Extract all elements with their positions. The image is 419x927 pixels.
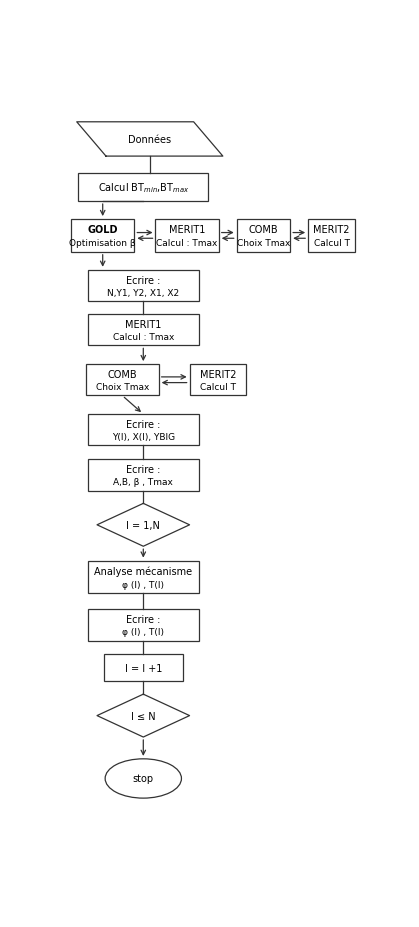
Text: Calcul BT$_{min}$,BT$_{max}$: Calcul BT$_{min}$,BT$_{max}$ [98,181,189,195]
Bar [85,364,159,396]
Text: MERIT2: MERIT2 [313,225,350,235]
Bar [308,220,355,252]
Bar [88,460,199,491]
Polygon shape [77,122,223,157]
Text: Calcul : Tmax: Calcul : Tmax [156,239,218,248]
Bar [88,561,199,594]
Text: I ≤ N: I ≤ N [131,711,155,721]
Bar [88,314,199,346]
Text: φ (I) , T(I): φ (I) , T(I) [122,628,164,637]
Text: Y(I), X(I), YBIG: Y(I), X(I), YBIG [112,433,175,441]
Bar [88,414,199,446]
Ellipse shape [105,759,181,798]
Bar [189,364,246,396]
Text: MERIT1: MERIT1 [125,320,161,330]
Bar [237,220,290,252]
Polygon shape [97,694,189,737]
Text: GOLD: GOLD [88,225,118,235]
Text: φ (I) , T(I): φ (I) , T(I) [122,580,164,589]
Text: COMB: COMB [248,225,278,235]
Text: Optimisation β: Optimisation β [70,239,136,248]
Text: COMB: COMB [107,370,137,380]
Text: Ecrire :: Ecrire : [126,275,160,286]
Text: MERIT2: MERIT2 [200,370,236,380]
Text: Calcul T: Calcul T [314,239,349,248]
Bar [71,220,134,252]
Text: I = 1,N: I = 1,N [127,520,160,530]
Text: Calcul T: Calcul T [200,383,236,392]
Text: Ecrire :: Ecrire : [126,615,160,625]
Text: A,B, β , Tmax: A,B, β , Tmax [114,477,173,487]
Text: Analyse mécanisme: Analyse mécanisme [94,566,192,577]
Text: MERIT1: MERIT1 [169,225,205,235]
Polygon shape [97,504,189,547]
Text: stop: stop [133,774,154,783]
Text: Choix Tmax: Choix Tmax [96,383,149,392]
Text: Données: Données [128,134,171,145]
Bar [155,220,219,252]
Text: Ecrire :: Ecrire : [126,464,160,475]
Text: Calcul : Tmax: Calcul : Tmax [113,333,174,342]
Bar [78,173,208,202]
Text: Choix Tmax: Choix Tmax [237,239,290,248]
Bar [88,271,199,302]
Text: Ecrire :: Ecrire : [126,420,160,429]
Text: I = I +1: I = I +1 [124,663,162,673]
Bar [103,654,183,681]
Text: N,Y1, Y2, X1, X2: N,Y1, Y2, X1, X2 [107,288,179,298]
Bar [88,609,199,641]
